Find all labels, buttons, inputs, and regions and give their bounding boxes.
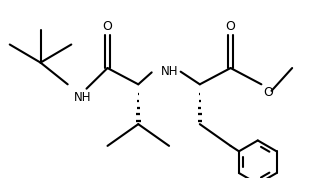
Text: O: O xyxy=(103,20,112,33)
Text: NH: NH xyxy=(161,65,179,78)
Text: O: O xyxy=(226,20,236,33)
Text: NH: NH xyxy=(74,91,92,104)
Text: O: O xyxy=(263,86,273,99)
